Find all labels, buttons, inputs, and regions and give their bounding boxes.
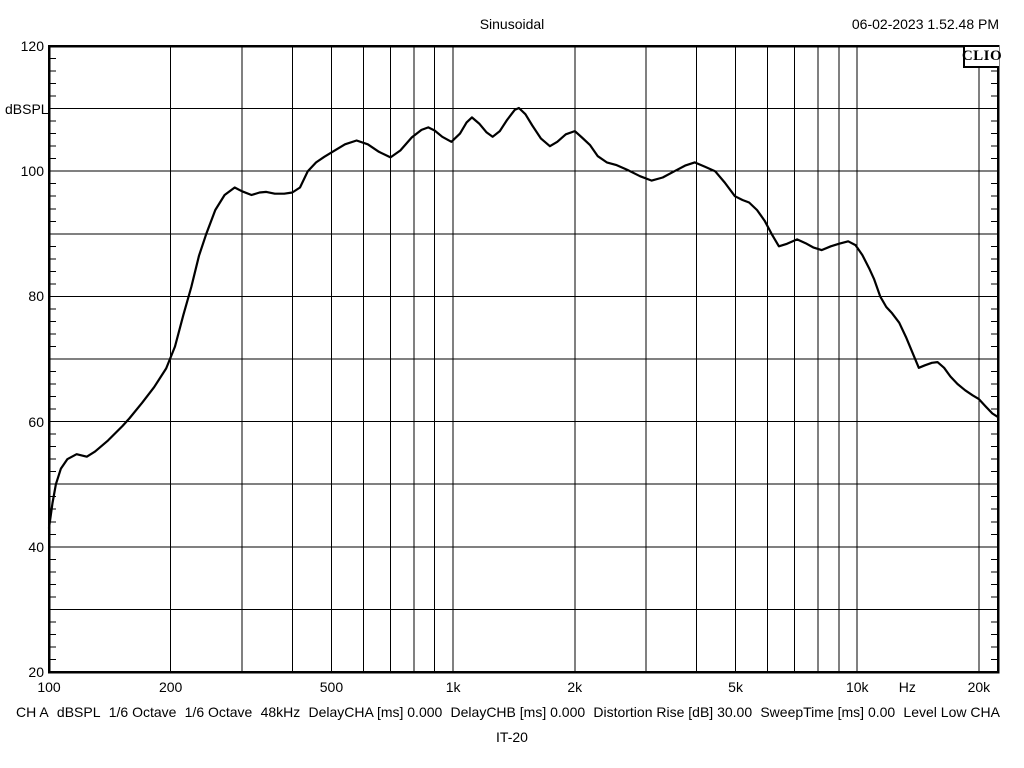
y-tick-label: 20 [28, 664, 44, 680]
y-tick-label: 100 [20, 163, 44, 180]
x-tick-label: 20k [967, 679, 991, 695]
status-item: 48kHz [260, 704, 301, 720]
status-bar: CH A dBSPL 1/6 Octave 1/6 Octave 48kHz DelayC… [16, 704, 1000, 720]
status-item: DelayCHA [ms] 0.000 [308, 704, 443, 720]
status-item: 1/6 Octave [184, 704, 253, 720]
measurement-type-title: Sinusoidal [479, 16, 545, 32]
y-tick-label: 60 [28, 413, 44, 430]
clio-logo: CLIO [961, 47, 1003, 68]
status-item: dBSPL [56, 704, 101, 720]
response-curve [47, 106, 999, 530]
status-item: Level Low CHA [903, 704, 1000, 720]
timestamp: 06-02-2023 1.52.48 PM [851, 16, 999, 32]
device-model-label: IT-20 [496, 729, 528, 745]
x-tick-label: 1k [445, 679, 461, 695]
y-tick-label: 120 [20, 38, 44, 54]
x-tick-label: 2k [567, 679, 583, 695]
y-tick-label: 40 [28, 538, 44, 555]
status-item: CH A [16, 704, 49, 720]
x-tick-label: 10k [845, 679, 869, 695]
status-item: Distortion Rise [dB] 30.00 [593, 704, 753, 720]
x-axis-unit-label: Hz [898, 679, 916, 695]
x-tick-label: 100 [37, 679, 61, 695]
y-axis-unit-label: dBSPL [5, 100, 49, 117]
x-tick-label: 5k [728, 679, 743, 695]
y-tick-label: 80 [28, 288, 44, 305]
x-tick-label: 500 [319, 679, 344, 695]
status-item: DelayCHB [ms] 0.000 [450, 704, 586, 720]
x-tick-label: 200 [158, 679, 183, 695]
status-item: SweepTime [ms] 0.00 [760, 704, 896, 720]
status-item: 1/6 Octave [108, 704, 177, 720]
clio-logo-text: CLIO [961, 48, 1003, 64]
